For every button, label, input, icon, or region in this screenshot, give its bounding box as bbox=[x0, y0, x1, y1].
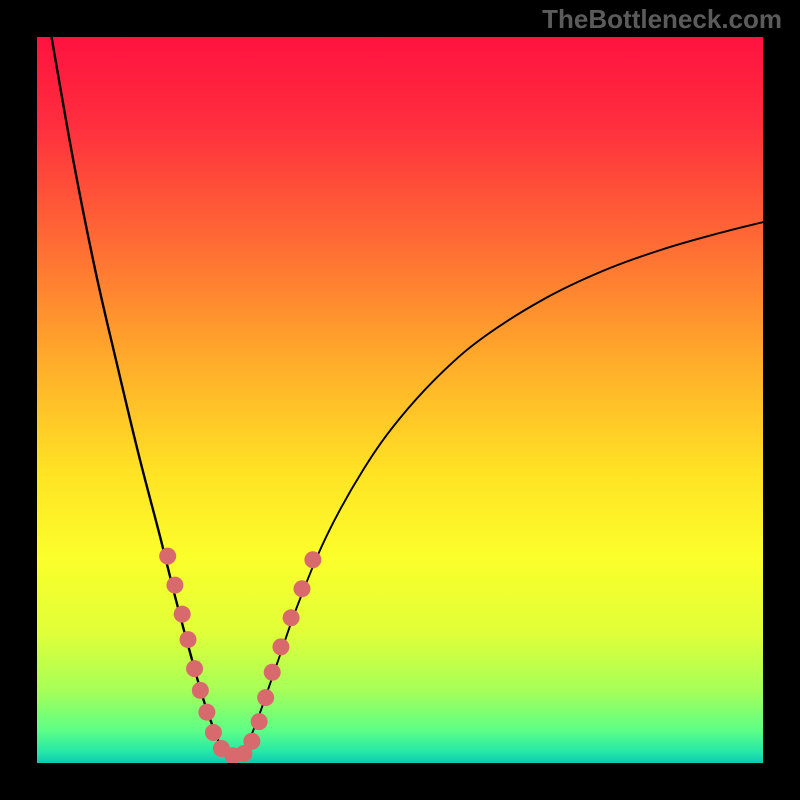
chart-container: TheBottleneck.com bbox=[0, 0, 800, 800]
plot-background bbox=[37, 37, 763, 763]
watermark-text: TheBottleneck.com bbox=[542, 4, 782, 35]
data-marker bbox=[272, 638, 289, 655]
data-marker bbox=[198, 704, 215, 721]
plot-svg bbox=[37, 37, 763, 763]
data-marker bbox=[166, 577, 183, 594]
data-marker bbox=[159, 548, 176, 565]
data-marker bbox=[304, 551, 321, 568]
data-marker bbox=[186, 660, 203, 677]
data-marker bbox=[243, 733, 260, 750]
data-marker bbox=[180, 631, 197, 648]
data-marker bbox=[264, 664, 281, 681]
data-marker bbox=[257, 689, 274, 706]
data-marker bbox=[283, 609, 300, 626]
data-marker bbox=[251, 713, 268, 730]
data-marker bbox=[192, 682, 209, 699]
data-marker bbox=[174, 606, 191, 623]
data-marker bbox=[205, 724, 222, 741]
data-marker bbox=[293, 580, 310, 597]
